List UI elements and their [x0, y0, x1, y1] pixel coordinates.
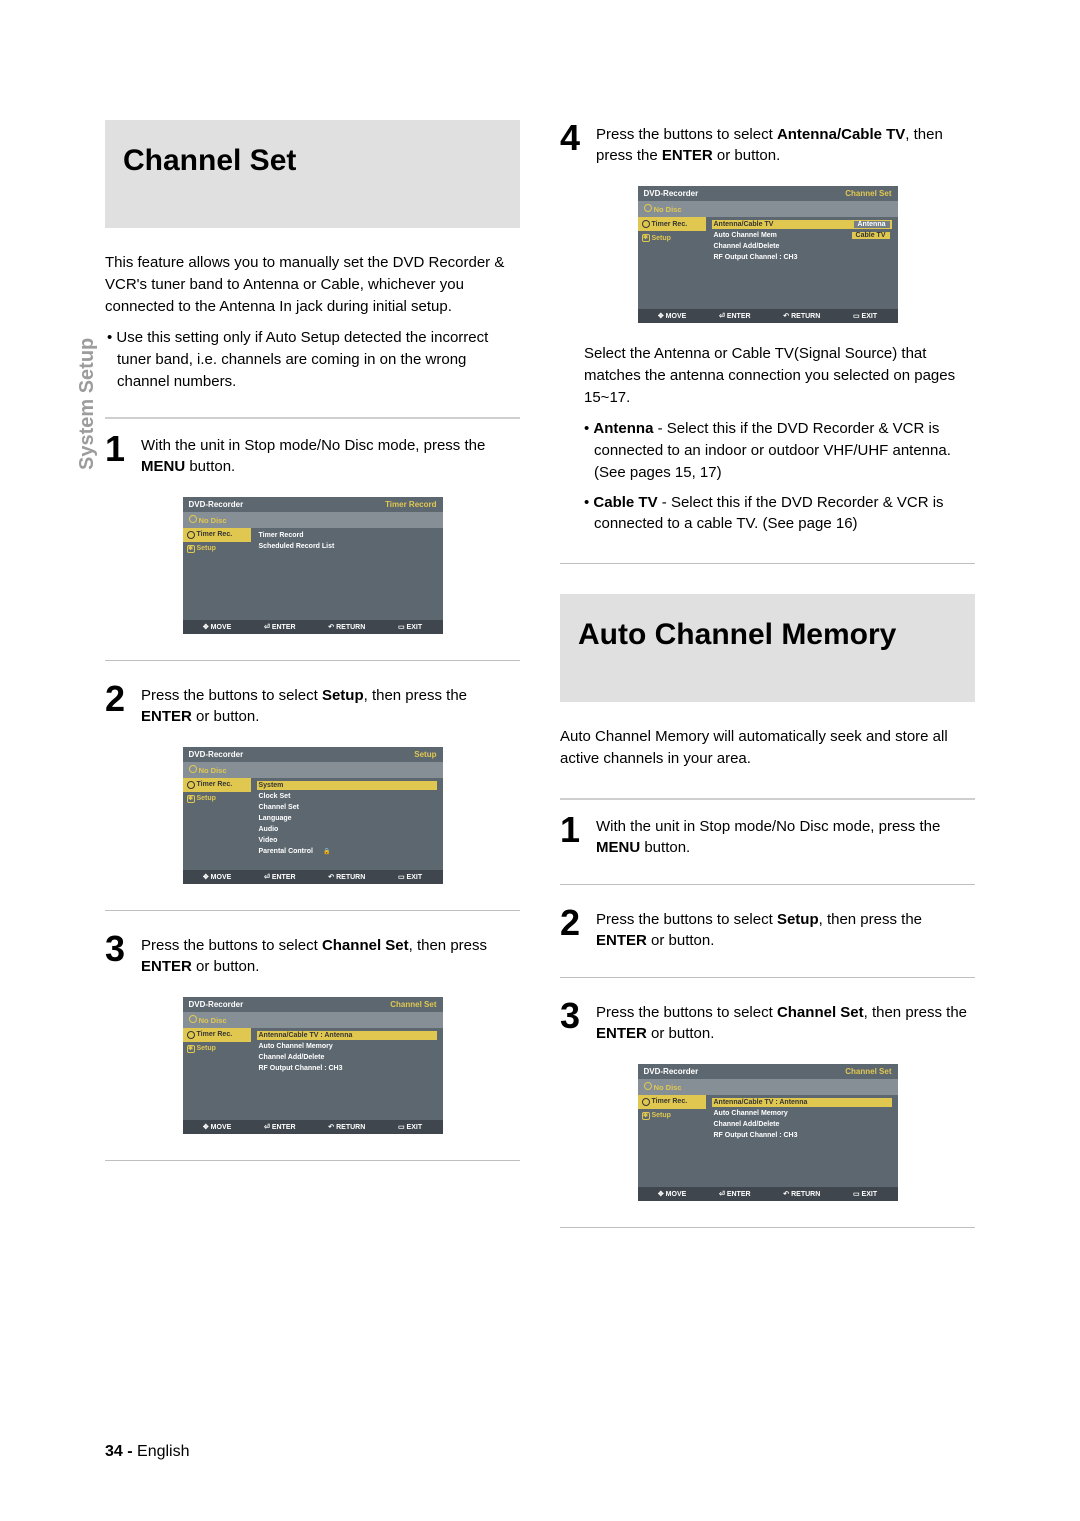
- disc-icon: [642, 1098, 650, 1106]
- disc-icon: [189, 1015, 197, 1023]
- divider: [560, 563, 975, 564]
- step-number: 4: [560, 120, 586, 156]
- step-text: Press the buttons to select Setup, then …: [141, 681, 520, 727]
- divider: [560, 977, 975, 978]
- step-3: 3 Press the buttons to select Channel Se…: [105, 931, 520, 977]
- gear-icon: [187, 795, 195, 803]
- gear-icon: [187, 545, 195, 553]
- disc-icon: [187, 531, 195, 539]
- page-number: 34 - English: [105, 1443, 190, 1461]
- disc-icon: [187, 1031, 195, 1039]
- acm-step-2: 2 Press the buttons to select Setup, the…: [560, 905, 975, 951]
- move-icon: ✥ MOVE: [658, 1190, 686, 1198]
- auto-channel-intro: Auto Channel Memory will automatically s…: [560, 726, 975, 770]
- side-tab-label: System Setup: [76, 338, 99, 470]
- right-column: 4 Press the buttons to select Antenna/Ca…: [560, 120, 975, 1461]
- heading-channel-set-title: Channel Set: [123, 144, 502, 178]
- return-icon: ↶ RETURN: [783, 1190, 820, 1198]
- step-number: 1: [105, 431, 131, 467]
- enter-icon: ⏎ ENTER: [719, 1190, 751, 1198]
- return-icon: ↶ RETURN: [783, 312, 820, 320]
- divider: [105, 417, 520, 419]
- move-icon: ✥ MOVE: [658, 312, 686, 320]
- disc-icon: [642, 220, 650, 228]
- divider: [560, 1227, 975, 1228]
- divider: [105, 660, 520, 661]
- heading-auto-channel-memory: Auto Channel Memory: [560, 594, 975, 702]
- post-step4-text: Select the Antenna or Cable TV(Signal So…: [584, 343, 975, 408]
- channel-set-bullet: • Use this setting only if Auto Setup de…: [105, 327, 520, 392]
- divider: [560, 884, 975, 885]
- osd-screenshot-setup: DVD-RecorderSetup No Disc Timer Rec. Set…: [183, 747, 443, 884]
- acm-step-3: 3 Press the buttons to select Channel Se…: [560, 998, 975, 1044]
- left-column: Channel Set This feature allows you to m…: [105, 120, 520, 1461]
- step-2: 2 Press the buttons to select Setup, the…: [105, 681, 520, 727]
- disc-icon: [644, 1082, 652, 1090]
- page-columns: Channel Set This feature allows you to m…: [105, 120, 975, 1461]
- disc-icon: [189, 765, 197, 773]
- osd-screenshot-channel-set: DVD-RecorderChannel Set No Disc Timer Re…: [183, 997, 443, 1134]
- return-icon: ↶ RETURN: [328, 623, 365, 631]
- move-icon: ✥ MOVE: [203, 873, 231, 881]
- channel-set-intro: This feature allows you to manually set …: [105, 252, 520, 317]
- step-number: 2: [560, 905, 586, 941]
- post-step4-bullet-antenna: • Antenna - Select this if the DVD Recor…: [584, 418, 975, 483]
- step-number: 2: [105, 681, 131, 717]
- exit-icon: ▭ EXIT: [398, 1123, 422, 1131]
- step-text: Press the buttons to select Channel Set,…: [596, 998, 975, 1044]
- lock-icon: [321, 848, 330, 855]
- return-icon: ↶ RETURN: [328, 1123, 365, 1131]
- step-text: Press the buttons to select Setup, then …: [596, 905, 975, 951]
- step-4: 4 Press the buttons to select Antenna/Ca…: [560, 120, 975, 166]
- gear-icon: [642, 1112, 650, 1120]
- step-number: 3: [105, 931, 131, 967]
- exit-icon: ▭ EXIT: [398, 623, 422, 631]
- divider: [105, 910, 520, 911]
- osd-screenshot-timer-record: DVD-RecorderTimer Record No Disc Timer R…: [183, 497, 443, 634]
- enter-icon: ⏎ ENTER: [719, 312, 751, 320]
- step-number: 3: [560, 998, 586, 1034]
- osd-screenshot-antenna-cable: DVD-RecorderChannel Set No Disc Timer Re…: [638, 186, 898, 323]
- post-step4-bullet-cable: • Cable TV - Select this if the DVD Reco…: [584, 492, 975, 536]
- disc-icon: [644, 204, 652, 212]
- divider: [560, 798, 975, 800]
- exit-icon: ▭ EXIT: [853, 312, 877, 320]
- gear-icon: [642, 234, 650, 242]
- acm-step-1: 1 With the unit in Stop mode/No Disc mod…: [560, 812, 975, 858]
- step-number: 1: [560, 812, 586, 848]
- heading-channel-set: Channel Set: [105, 120, 520, 228]
- disc-icon: [189, 515, 197, 523]
- heading-auto-channel-memory-title: Auto Channel Memory: [578, 618, 957, 652]
- exit-icon: ▭ EXIT: [853, 1190, 877, 1198]
- enter-icon: ⏎ ENTER: [264, 1123, 296, 1131]
- step-1: 1 With the unit in Stop mode/No Disc mod…: [105, 431, 520, 477]
- return-icon: ↶ RETURN: [328, 873, 365, 881]
- step-text: Press the buttons to select Antenna/Cabl…: [596, 120, 975, 166]
- divider: [105, 1160, 520, 1161]
- gear-icon: [187, 1045, 195, 1053]
- step-text: Press the buttons to select Channel Set,…: [141, 931, 520, 977]
- step-text: With the unit in Stop mode/No Disc mode,…: [596, 812, 975, 858]
- move-icon: ✥ MOVE: [203, 1123, 231, 1131]
- osd-screenshot-channel-set-2: DVD-RecorderChannel Set No Disc Timer Re…: [638, 1064, 898, 1201]
- exit-icon: ▭ EXIT: [398, 873, 422, 881]
- enter-icon: ⏎ ENTER: [264, 623, 296, 631]
- enter-icon: ⏎ ENTER: [264, 873, 296, 881]
- step-text: With the unit in Stop mode/No Disc mode,…: [141, 431, 520, 477]
- move-icon: ✥ MOVE: [203, 623, 231, 631]
- disc-icon: [187, 781, 195, 789]
